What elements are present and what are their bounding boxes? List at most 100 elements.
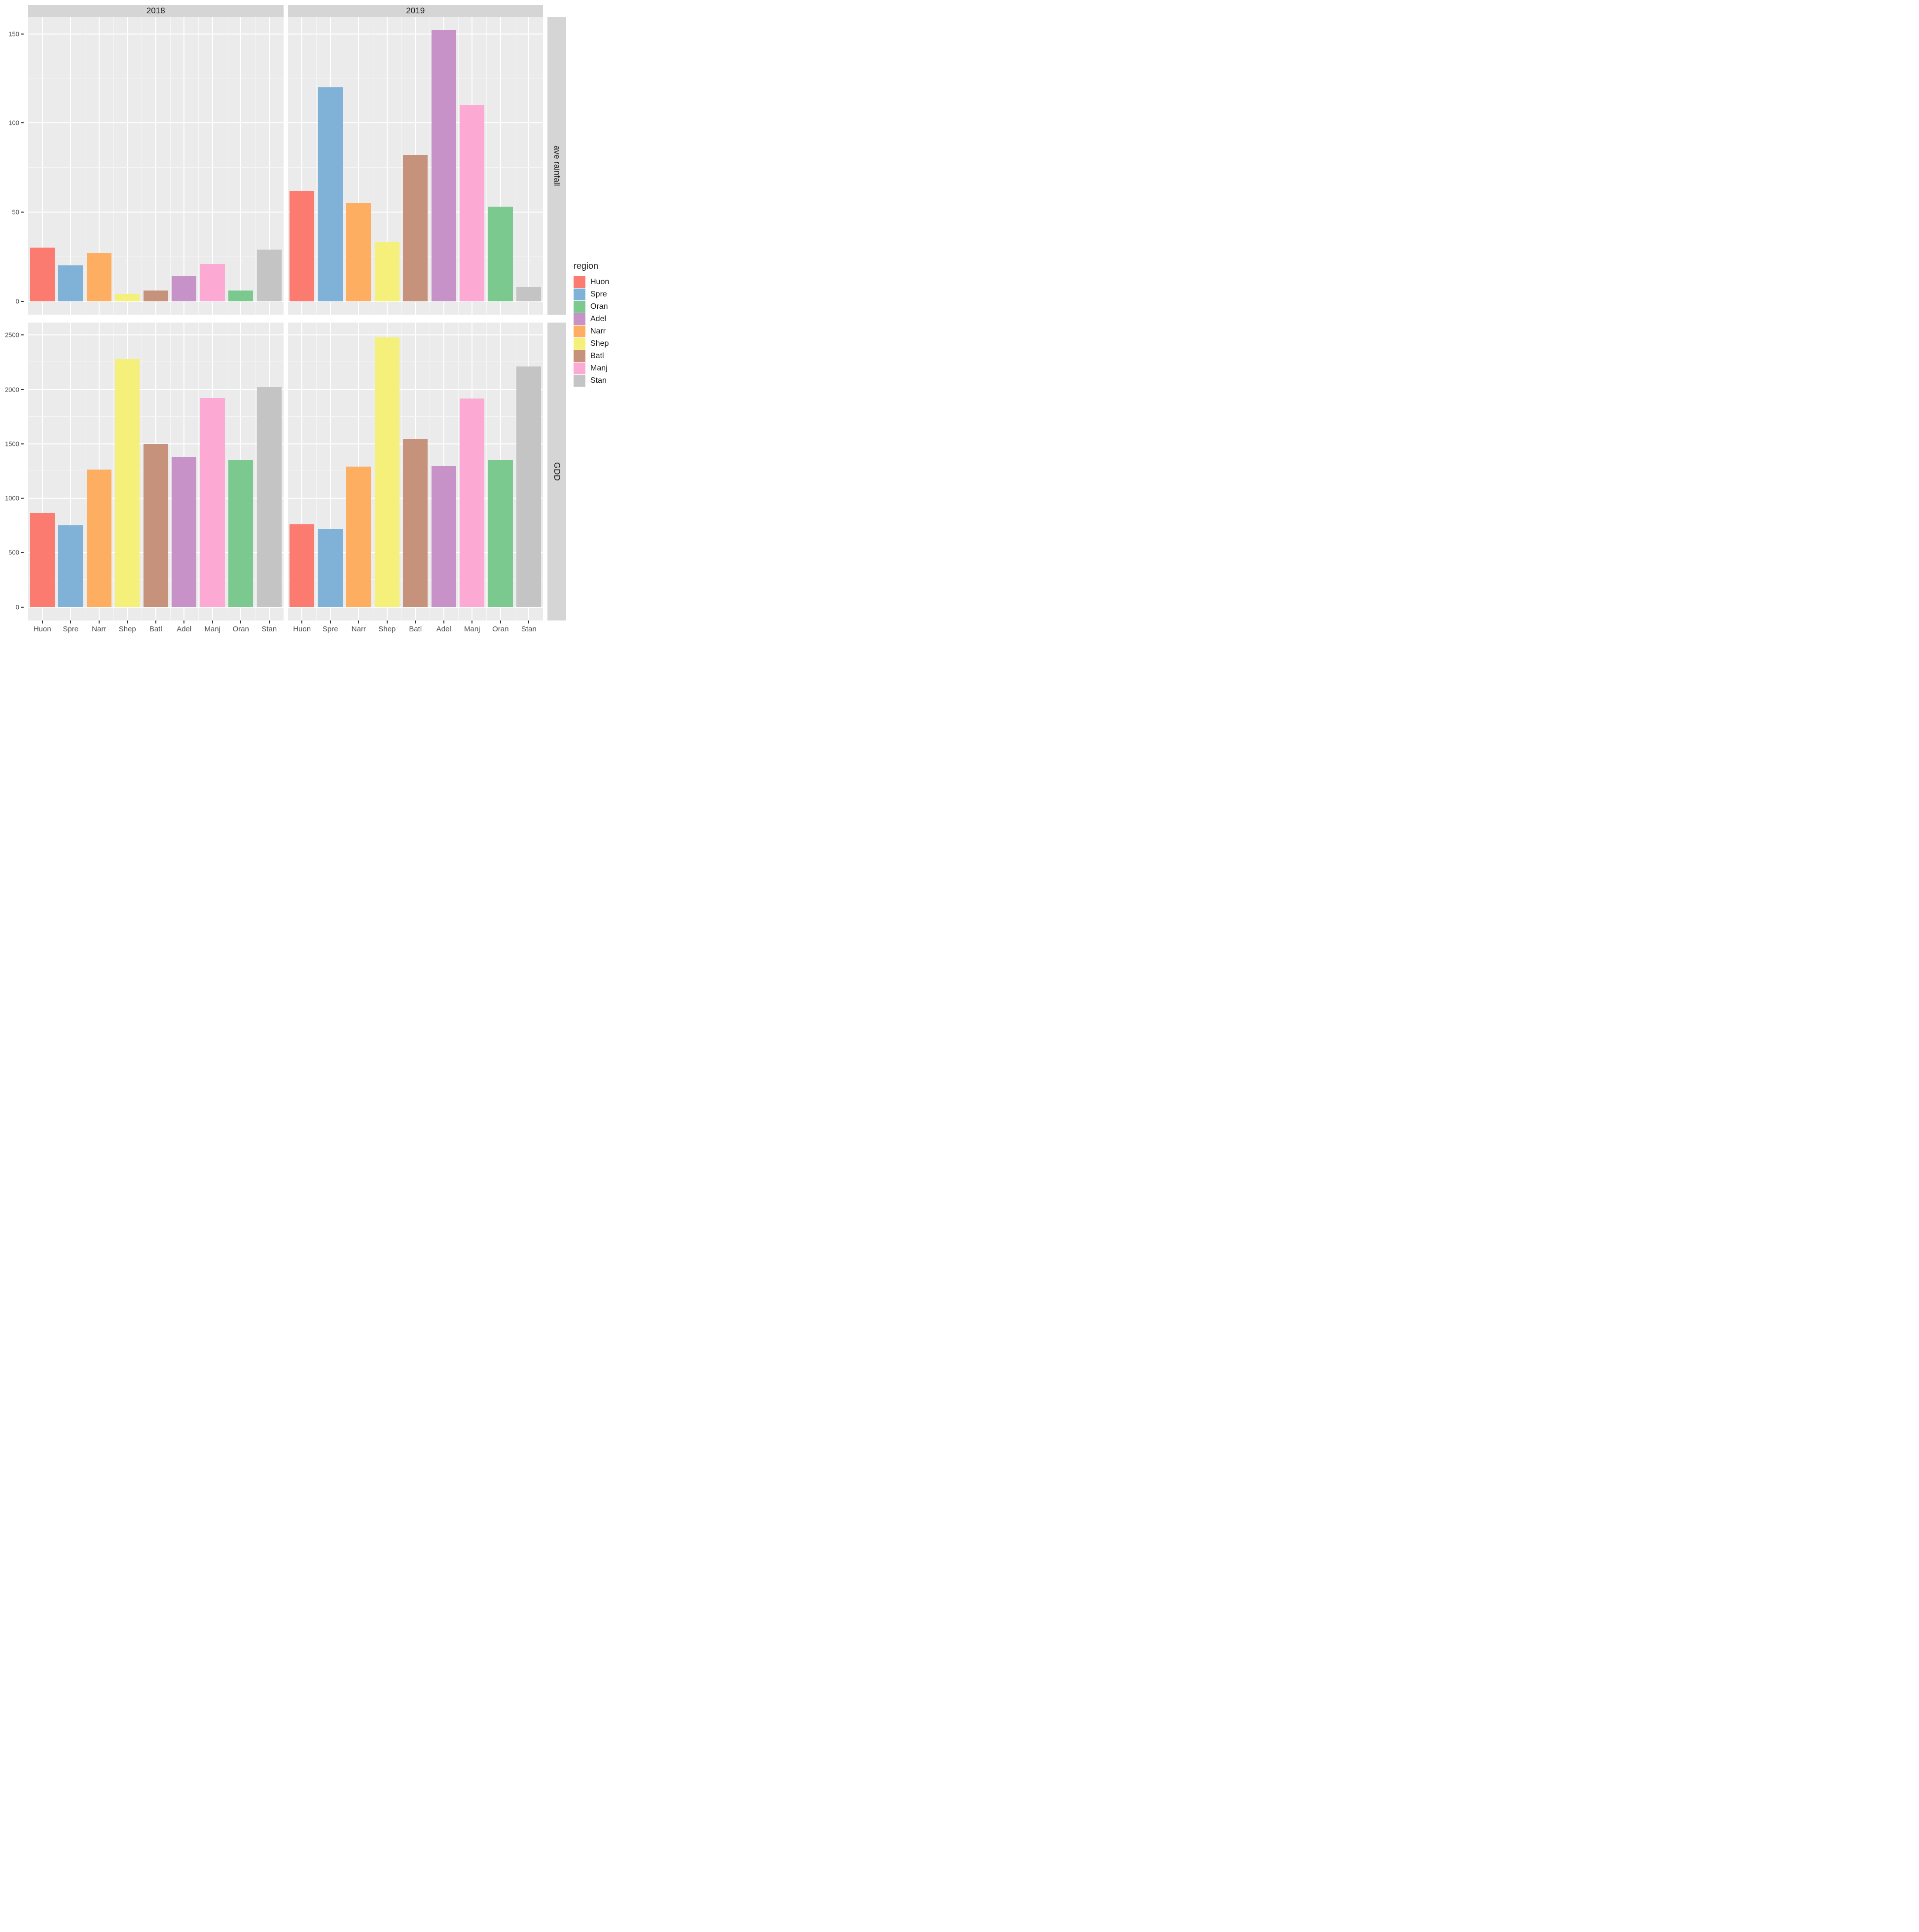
facet-strip-gdd: GDD [547, 323, 566, 620]
x-axis-2019: Huon Spre Narr Shep Batl Adel Manj Oran Stan [288, 620, 543, 643]
legend-item-huon: Huon [574, 276, 609, 288]
x-tick-cell [170, 620, 199, 624]
bar-slot [401, 323, 430, 607]
legend-swatch-manj [574, 363, 585, 374]
y-tick-mark [21, 334, 24, 336]
y-tick-label: 150 [8, 30, 19, 38]
x-label-spre: Spre [322, 625, 338, 633]
x-tick-cell [113, 620, 142, 624]
y-tick-mark [21, 389, 24, 390]
x-tick-cell [28, 620, 57, 624]
panel-gdd-2019 [288, 323, 543, 620]
x-label-oran: Oran [492, 625, 509, 633]
bar-slot [57, 323, 85, 607]
x-tick-mark [500, 620, 501, 623]
bar-narr-2019 [346, 203, 371, 301]
bar-manj-2019 [460, 105, 485, 301]
x-gridline-major [212, 17, 213, 315]
x-gridline-minor [316, 17, 317, 315]
legend-swatch-narr [574, 326, 585, 337]
bar-slot [316, 323, 345, 607]
legend-label-adel: Adel [590, 315, 607, 323]
x-gridline-major [301, 323, 303, 620]
legend-item-stan: Stan [574, 375, 609, 387]
bar-slot [170, 323, 199, 607]
y-tick-mark [21, 443, 24, 444]
legend-swatch-stan [574, 375, 585, 387]
x-gridline-major [329, 323, 331, 620]
bar-narr-2018 [86, 469, 111, 607]
bar-slot [486, 17, 515, 301]
bar-batl-2019 [403, 155, 428, 301]
x-label-huon: Huon [293, 625, 311, 633]
x-gridline-major [41, 17, 43, 315]
bar-stan-2018 [256, 387, 282, 607]
x-gridline-minor [113, 17, 114, 315]
legend-label-manj: Manj [590, 364, 608, 372]
bar-slot [316, 17, 345, 301]
y-tick-label: 0 [15, 603, 19, 611]
x-gridline-minor [401, 17, 402, 315]
bar-adel-2018 [172, 457, 197, 607]
x-tick-mark [127, 620, 128, 623]
legend-label-batl: Batl [590, 352, 604, 360]
x-tick-mark [41, 620, 43, 623]
x-gridline-minor [198, 323, 199, 620]
facet-strip-2018: 2018 [28, 5, 284, 17]
bar-slot [198, 17, 227, 301]
x-label-stan: Stan [521, 625, 537, 633]
x-label-spre: Spre [63, 625, 79, 633]
bar-shep-2019 [374, 242, 399, 301]
bar-slot [57, 17, 85, 301]
x-tick-cell [198, 620, 227, 624]
x-label-stan: Stan [261, 625, 277, 633]
bar-stan-2018 [256, 249, 282, 301]
legend: region Huon Spre Oran Adel Narr Shep Batl Manj S… [571, 261, 609, 387]
bars-row [288, 17, 543, 301]
y-gridline-minor [288, 416, 543, 417]
bar-slot [142, 323, 170, 607]
x-gridline-major [155, 17, 156, 315]
legend-label-oran: Oran [590, 302, 608, 311]
bar-batl-2019 [403, 438, 428, 607]
bar-slot [458, 323, 487, 607]
legend-item-adel: Adel [574, 313, 609, 325]
bar-slot [227, 17, 255, 301]
bar-slot [345, 323, 373, 607]
legend-item-oran: Oran [574, 301, 609, 313]
bar-oran-2018 [228, 460, 253, 607]
bar-slot [401, 17, 430, 301]
bar-slot [430, 17, 458, 301]
bar-oran-2019 [488, 460, 513, 607]
y-gridline-major [28, 300, 284, 302]
bar-huon-2018 [30, 512, 55, 607]
legend-item-narr: Narr [574, 326, 609, 337]
y-gridline-major [28, 122, 284, 124]
x-gridline-major [41, 323, 43, 620]
bar-slot [170, 17, 199, 301]
bar-slot [255, 323, 284, 607]
x-label-narr: Narr [351, 625, 366, 633]
bar-huon-2018 [30, 248, 55, 301]
legend-item-shep: Shep [574, 338, 609, 350]
y-tick-label: 1000 [5, 494, 19, 502]
x-gridline-major [70, 323, 72, 620]
x-label-batl: Batl [149, 625, 162, 633]
facet-strip-2018-label: 2018 [146, 6, 165, 15]
legend-title: region [574, 261, 599, 271]
bar-slot [85, 17, 113, 301]
bar-narr-2018 [86, 253, 111, 301]
bar-slot [85, 323, 113, 607]
bar-huon-2019 [290, 190, 315, 301]
x-gridline-major [386, 17, 388, 315]
x-tick-cell [458, 620, 487, 624]
x-tick-cell [401, 620, 430, 624]
panel-rainfall-2019 [288, 17, 543, 315]
x-axis-2018: Huon Spre Narr Shep Batl Adel Manj Oran Stan [28, 620, 284, 643]
bar-slot [458, 17, 487, 301]
bar-spre-2019 [318, 529, 343, 607]
bar-slot [113, 17, 142, 301]
legend-item-spre: Spre [574, 289, 609, 300]
y-tick-label: 1500 [5, 440, 19, 448]
legend-label-huon: Huon [590, 278, 610, 286]
